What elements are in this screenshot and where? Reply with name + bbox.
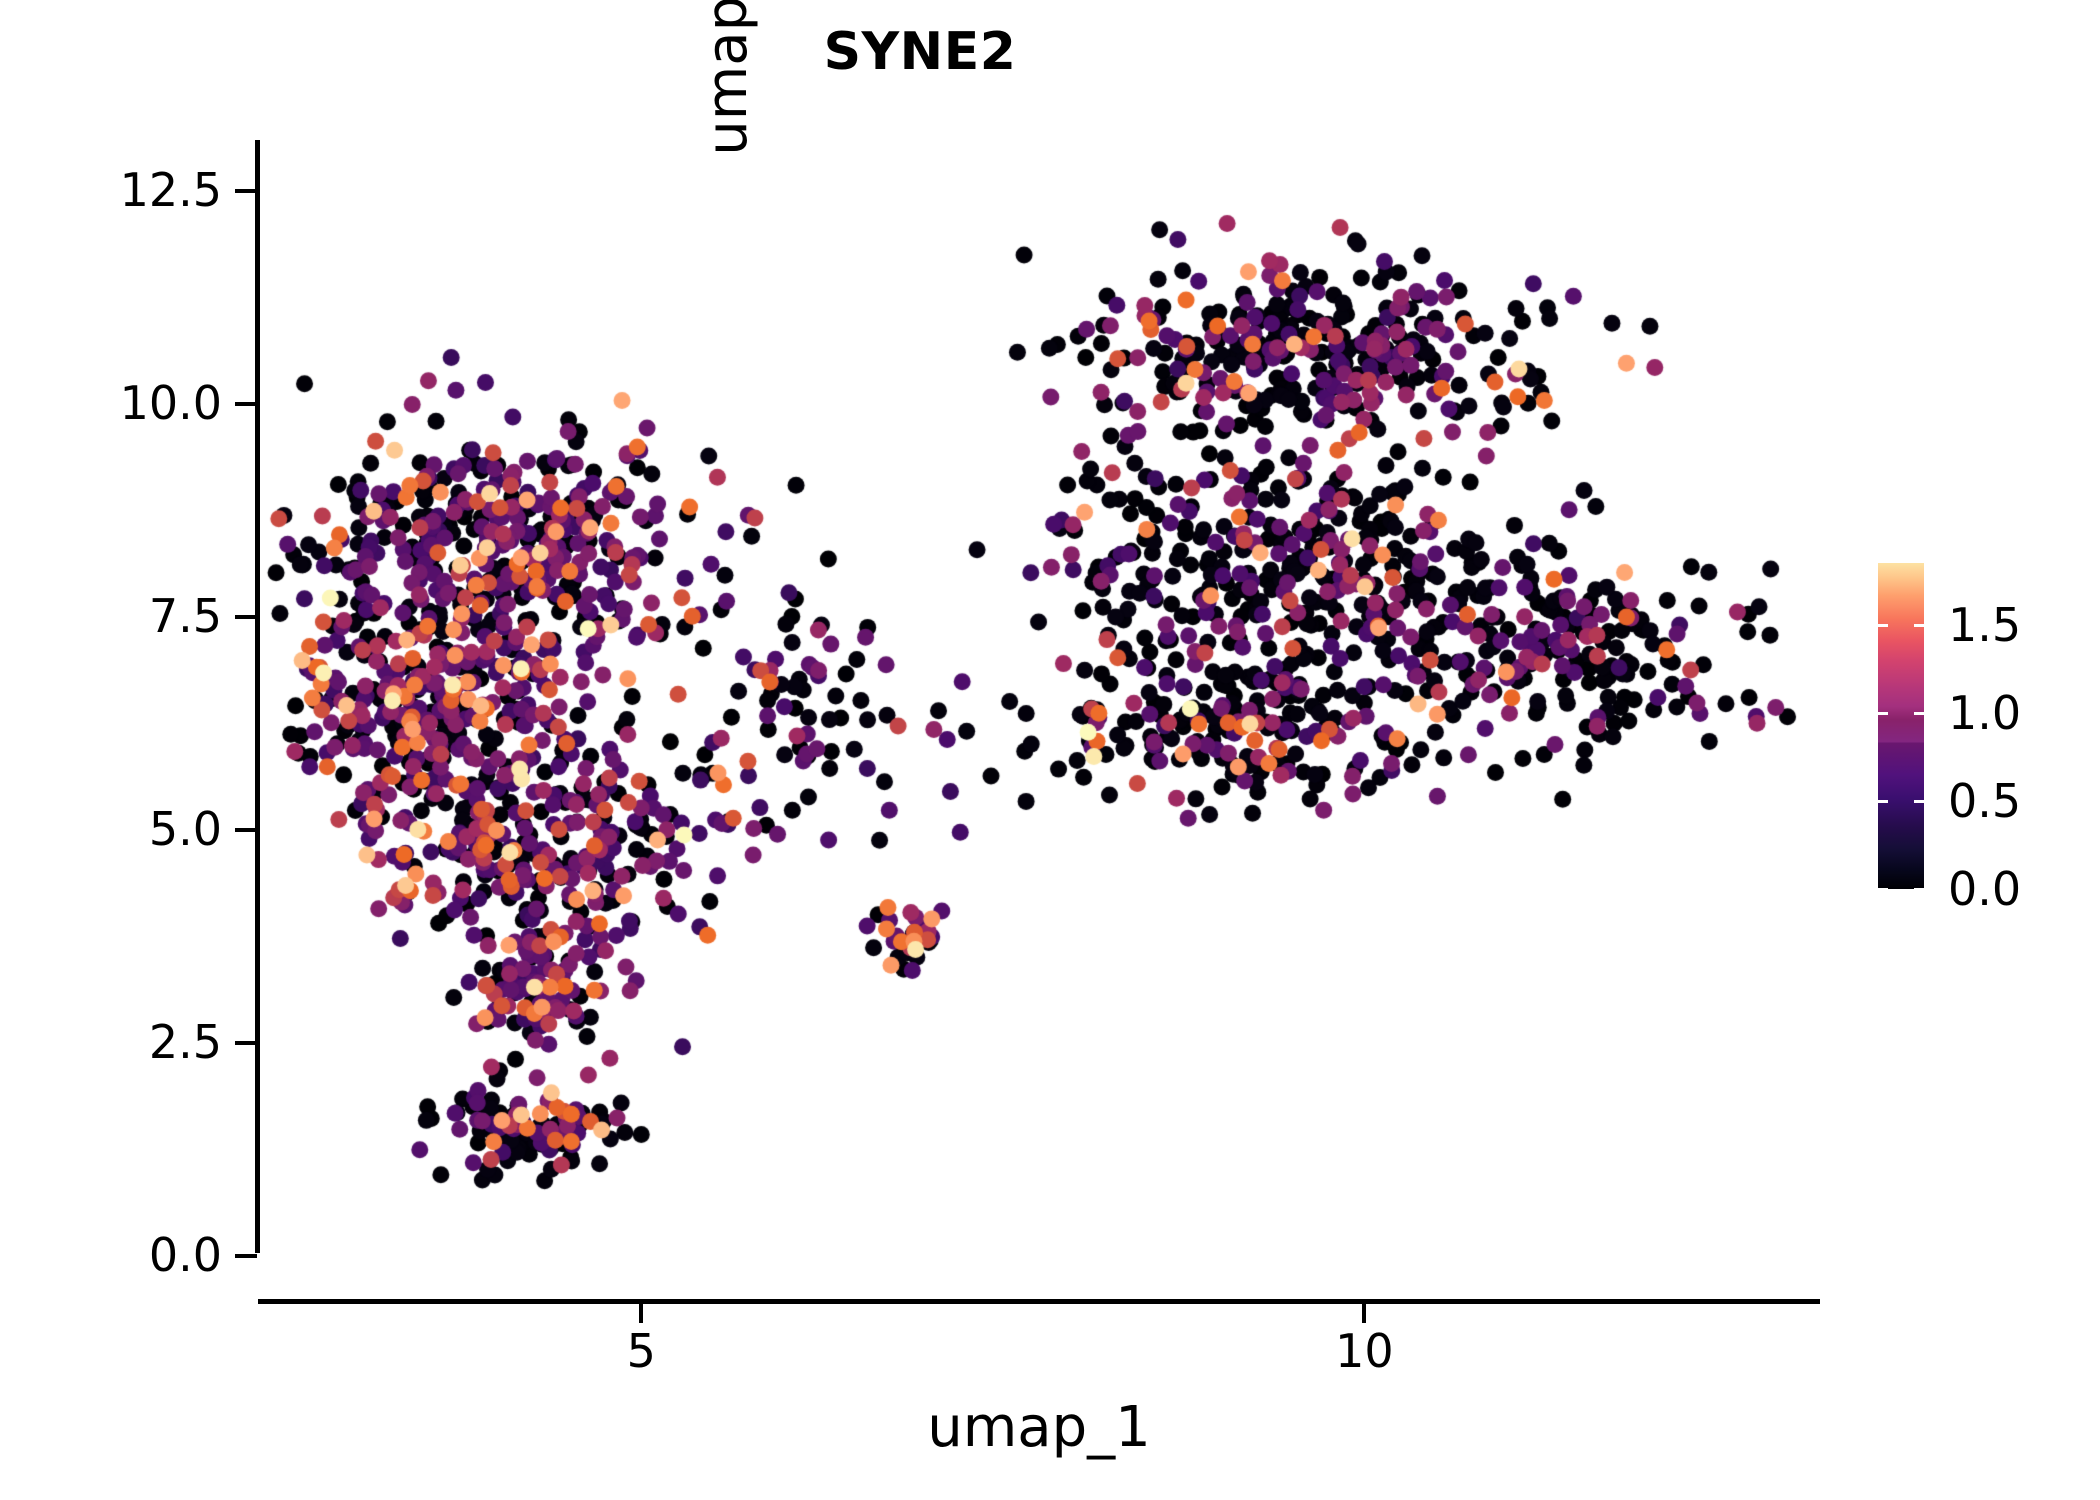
y-tick-mark bbox=[235, 1254, 257, 1259]
y-tick-label: 5.0 bbox=[148, 802, 222, 857]
colorbar-tick-mark bbox=[1914, 799, 1924, 803]
x-axis-spine bbox=[258, 1299, 1820, 1304]
colorbar-gradient bbox=[1878, 563, 1924, 889]
page-title: SYNE2 bbox=[823, 22, 1017, 82]
colorbar-tick-mark bbox=[1878, 711, 1888, 715]
y-tick-mark bbox=[235, 189, 257, 194]
x-tick-label: 5 bbox=[626, 1324, 656, 1378]
y-tick-label: 12.5 bbox=[119, 163, 222, 218]
y-tick-mark bbox=[235, 1041, 257, 1046]
colorbar: 0.0 0.5 1.0 1.5 bbox=[1878, 563, 2078, 912]
x-axis-label: umap_1 bbox=[927, 1395, 1151, 1460]
colorbar-tick-mark bbox=[1914, 711, 1924, 715]
colorbar-tick-mark bbox=[1914, 623, 1924, 627]
y-tick-mark bbox=[235, 615, 257, 620]
y-axis-spine bbox=[255, 140, 260, 1253]
colorbar-tick-mark bbox=[1914, 888, 1924, 891]
colorbar-tick-mark bbox=[1878, 623, 1888, 627]
y-tick-label: 10.0 bbox=[119, 376, 222, 431]
x-tick-label: 10 bbox=[1335, 1324, 1394, 1378]
x-tick-mark bbox=[1362, 1303, 1367, 1323]
scatter-plot-canvas bbox=[258, 140, 1820, 1303]
plot-area bbox=[258, 140, 1820, 1303]
y-tick-label: 0.0 bbox=[148, 1228, 222, 1283]
colorbar-tick-mark bbox=[1878, 799, 1888, 803]
colorbar-tick-mark bbox=[1878, 888, 1888, 891]
y-tick-mark bbox=[235, 828, 257, 833]
colorbar-tick-label: 0.5 bbox=[1948, 773, 2022, 828]
colorbar-tick-label: 1.0 bbox=[1948, 685, 2022, 740]
x-tick-mark bbox=[639, 1303, 644, 1323]
y-axis-label: umap_2 bbox=[0, 0, 760, 156]
colorbar-tick-label: 1.5 bbox=[1948, 597, 2022, 652]
y-tick-label: 7.5 bbox=[148, 589, 222, 644]
y-tick-mark bbox=[235, 402, 257, 407]
y-tick-label: 2.5 bbox=[148, 1015, 222, 1070]
colorbar-tick-label: 0.0 bbox=[1948, 862, 2022, 916]
